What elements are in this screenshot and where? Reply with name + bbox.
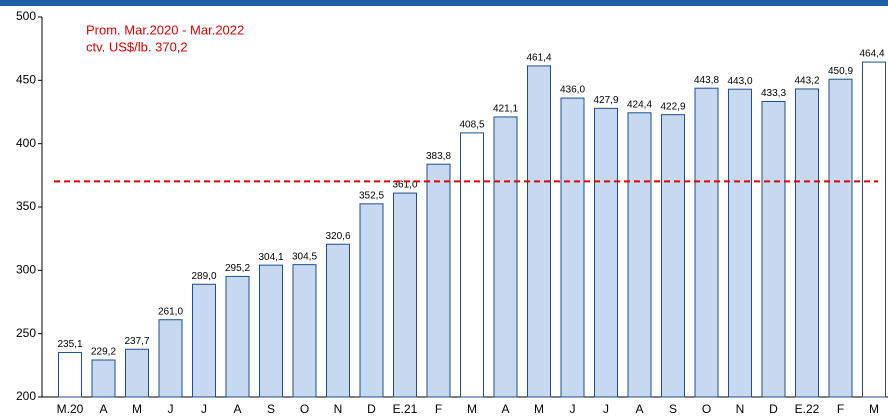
bar bbox=[694, 87, 719, 398]
value-label: 436,0 bbox=[560, 85, 585, 96]
x-tick-label: J bbox=[603, 402, 609, 416]
x-tick-label: F bbox=[435, 402, 442, 416]
bar bbox=[527, 65, 551, 398]
y-tick-label: 500 bbox=[16, 9, 36, 23]
reference-label: Prom. Mar.2020 - Mar.2022 bbox=[86, 22, 244, 37]
value-label: 229,2 bbox=[91, 347, 116, 358]
bar bbox=[761, 100, 786, 398]
x-tick-label: A bbox=[233, 402, 241, 416]
bar bbox=[795, 88, 819, 398]
bar bbox=[259, 264, 283, 398]
reference-label: ctv. US$/lb. 370,2 bbox=[86, 39, 188, 54]
bar bbox=[661, 114, 685, 398]
x-tick-label: O bbox=[702, 402, 711, 416]
x-tick-label: M bbox=[467, 402, 477, 416]
x-tick-label: A bbox=[99, 402, 107, 416]
x-tick-label: M bbox=[869, 402, 879, 416]
value-label: 464,4 bbox=[859, 49, 884, 60]
x-tick-label: A bbox=[501, 402, 509, 416]
value-label: 383,8 bbox=[426, 151, 451, 162]
value-label: 443,2 bbox=[794, 76, 819, 87]
value-label: 443,8 bbox=[694, 75, 719, 86]
value-label: 427,9 bbox=[593, 95, 618, 106]
bar bbox=[326, 243, 350, 398]
x-tick-label: A bbox=[635, 402, 643, 416]
x-tick-label: S bbox=[267, 402, 275, 416]
value-label: 422,9 bbox=[660, 101, 685, 112]
bar bbox=[594, 107, 618, 398]
value-label: 304,5 bbox=[292, 251, 317, 262]
y-tick-label: 300 bbox=[16, 263, 36, 277]
bar bbox=[292, 264, 317, 398]
x-tick-label: O bbox=[300, 402, 309, 416]
header-band bbox=[0, 0, 888, 6]
bar bbox=[158, 319, 183, 398]
bar bbox=[728, 88, 752, 398]
x-tick-label: N bbox=[334, 402, 343, 416]
bar bbox=[58, 352, 82, 398]
value-label: 443,0 bbox=[727, 76, 752, 87]
bar bbox=[125, 348, 149, 398]
y-tick-label: 200 bbox=[16, 389, 36, 403]
value-label: 289,0 bbox=[191, 271, 216, 282]
x-tick-label: N bbox=[736, 402, 745, 416]
value-label: 433,3 bbox=[761, 88, 786, 99]
value-label: 352,5 bbox=[359, 190, 384, 201]
bar bbox=[560, 97, 585, 398]
value-label: 304,1 bbox=[258, 252, 283, 263]
bar bbox=[192, 283, 216, 398]
x-tick-label: D bbox=[367, 402, 376, 416]
x-tick-label: J bbox=[570, 402, 576, 416]
x-tick-label: M bbox=[534, 402, 544, 416]
x-tick-label: E.21 bbox=[393, 402, 418, 416]
bar bbox=[828, 78, 853, 398]
value-label: 295,2 bbox=[225, 263, 250, 274]
bar bbox=[91, 359, 116, 398]
value-label: 450,9 bbox=[828, 66, 853, 77]
bar bbox=[627, 112, 652, 398]
bar bbox=[359, 203, 384, 398]
y-tick-label: 250 bbox=[16, 326, 36, 340]
y-tick-label: 450 bbox=[16, 73, 36, 87]
value-label: 421,1 bbox=[493, 104, 518, 115]
bar bbox=[493, 116, 518, 398]
bar bbox=[225, 275, 250, 398]
value-label: 408,5 bbox=[459, 120, 484, 131]
value-label: 261,0 bbox=[158, 306, 183, 317]
bar bbox=[393, 192, 417, 398]
x-tick-label: S bbox=[669, 402, 677, 416]
y-tick-label: 400 bbox=[16, 136, 36, 150]
value-label: 320,6 bbox=[325, 231, 350, 242]
value-label: 237,7 bbox=[124, 336, 149, 347]
x-tick-label: F bbox=[837, 402, 844, 416]
bar bbox=[460, 132, 484, 398]
value-label: 424,4 bbox=[627, 99, 652, 110]
x-tick-label: M bbox=[132, 402, 142, 416]
y-tick-label: 350 bbox=[16, 199, 36, 213]
x-tick-label: D bbox=[769, 402, 778, 416]
x-tick-label: E.22 bbox=[795, 402, 820, 416]
value-label: 361,0 bbox=[392, 180, 417, 191]
x-tick-label: J bbox=[168, 402, 174, 416]
bar bbox=[862, 61, 886, 398]
value-label: 235,1 bbox=[57, 339, 82, 350]
x-tick-label: M.20 bbox=[57, 402, 84, 416]
bar bbox=[426, 163, 451, 398]
value-label: 461,4 bbox=[526, 53, 551, 64]
x-tick-label: J bbox=[201, 402, 207, 416]
